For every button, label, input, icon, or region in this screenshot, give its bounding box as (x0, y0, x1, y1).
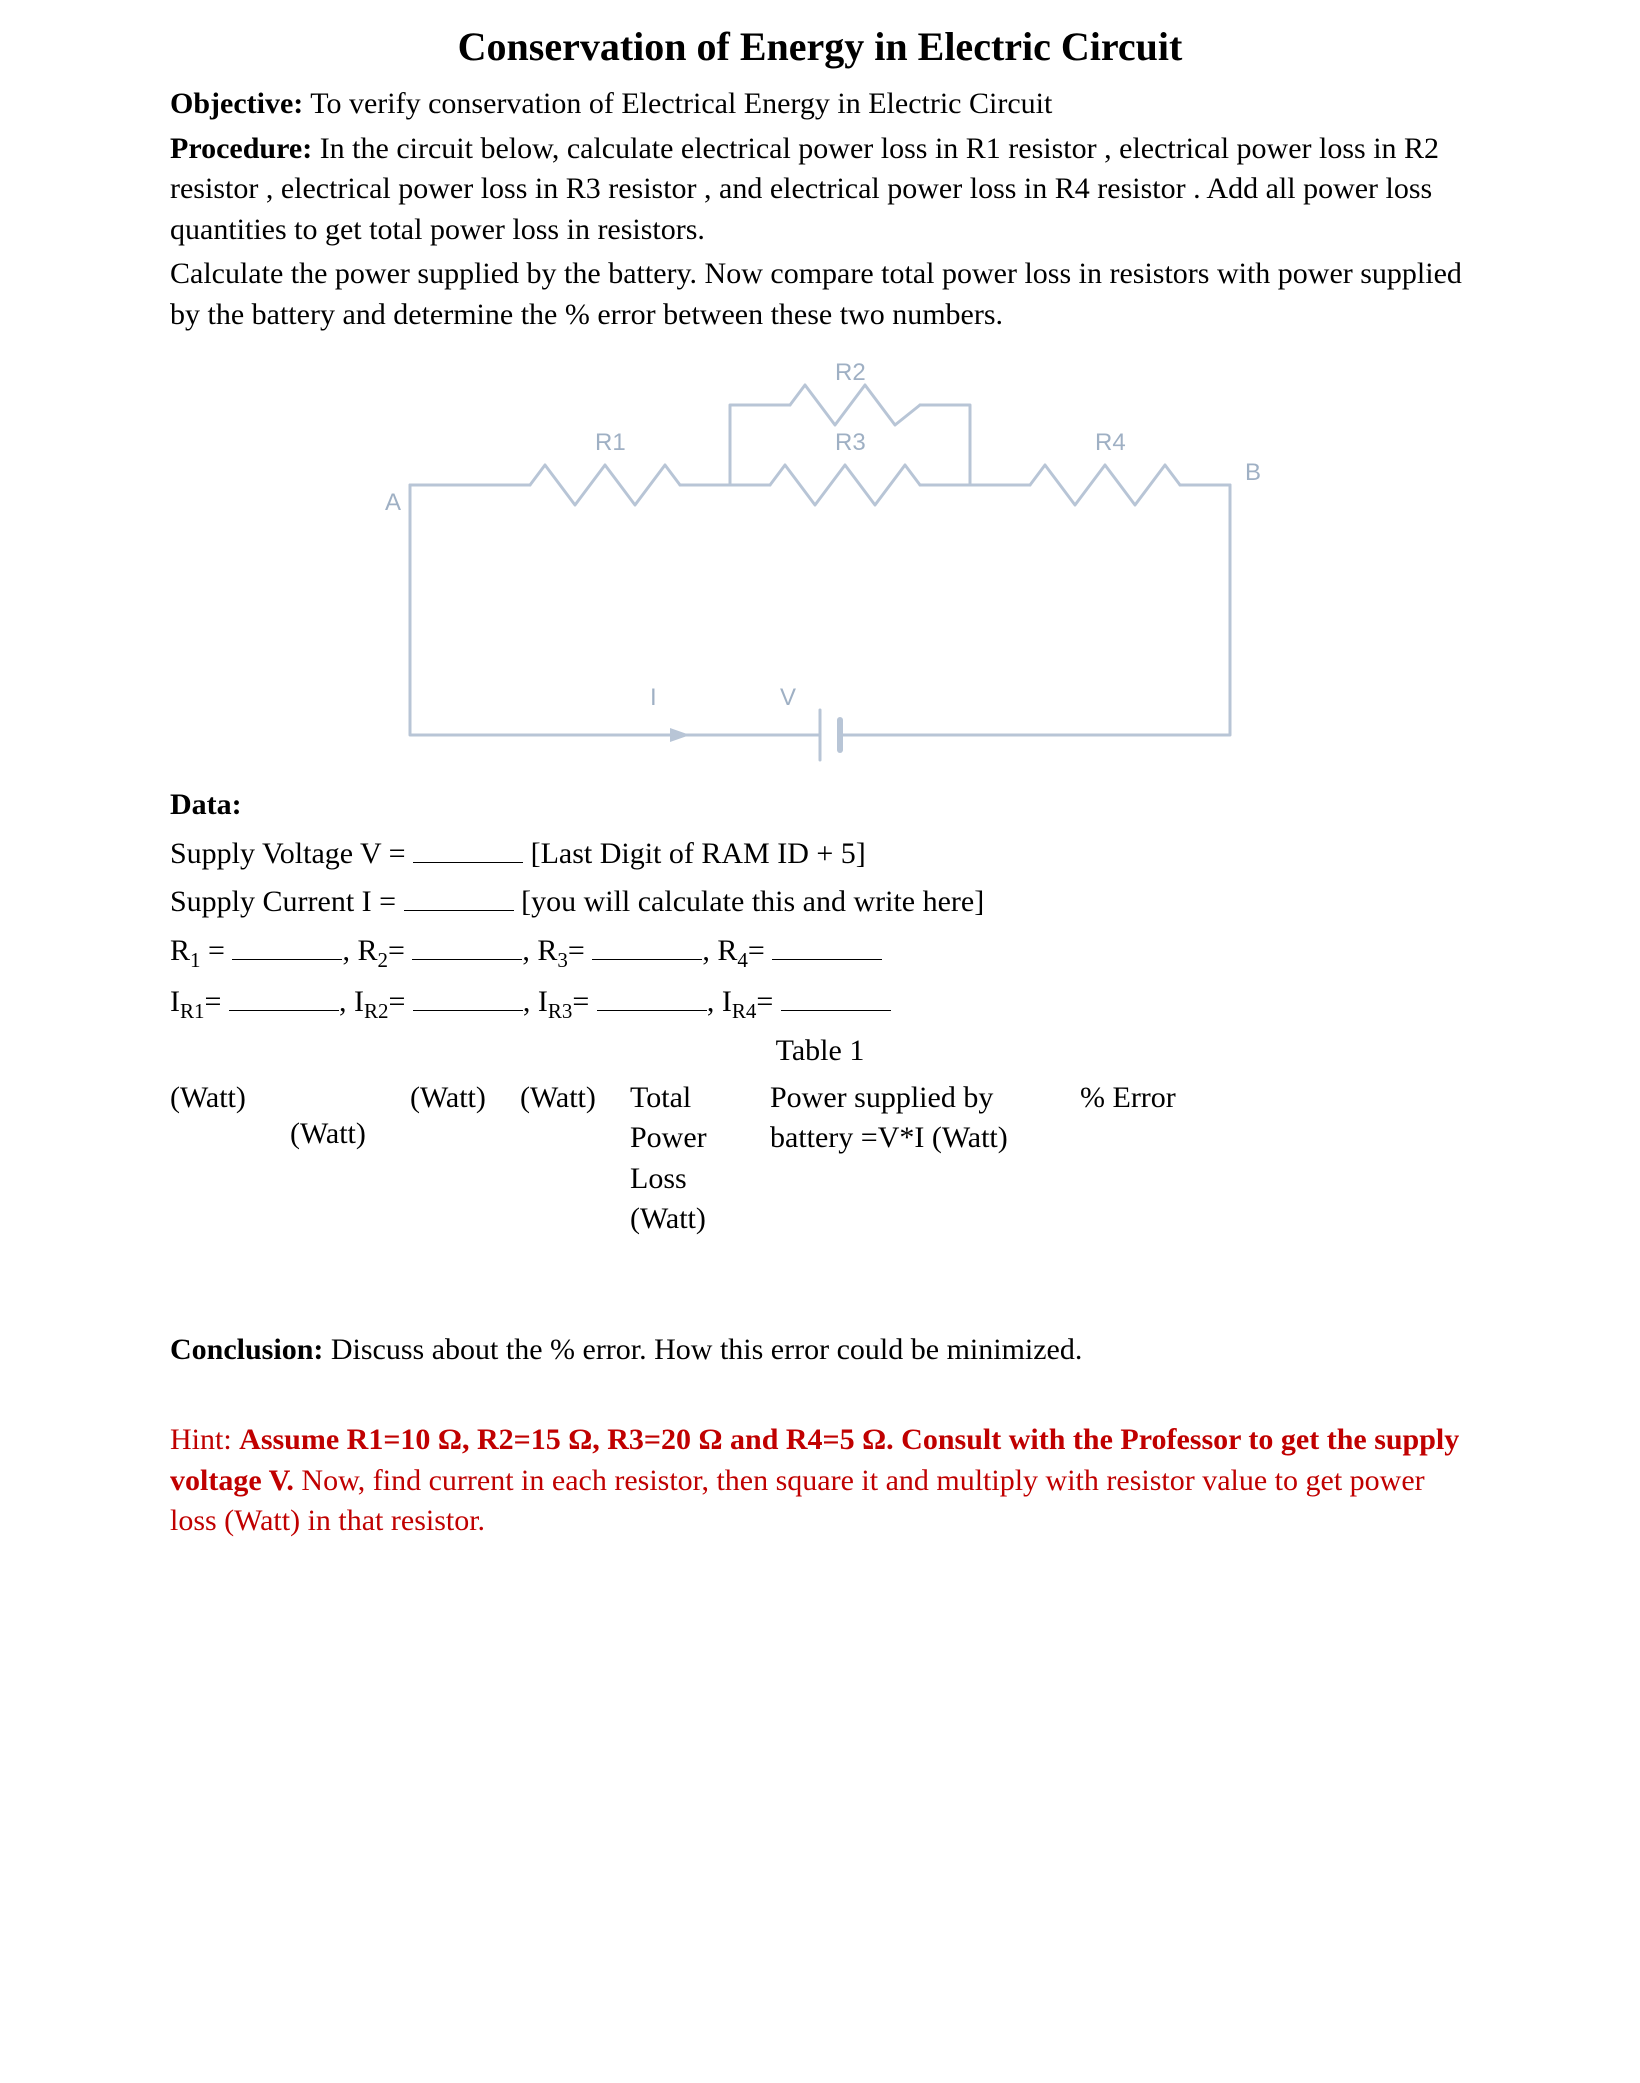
blank-i2 (413, 978, 523, 1011)
r2-sub: 2 (377, 948, 388, 972)
r4-sub: 4 (737, 948, 748, 972)
r4-label: R (717, 934, 737, 967)
blank-i4 (781, 978, 891, 1011)
data-heading: Data: (170, 785, 1470, 826)
r3-label: R (537, 934, 557, 967)
label-a: A (385, 489, 401, 516)
th-p3: (Watt) (410, 1078, 490, 1240)
i3-label: I (538, 985, 548, 1018)
conclusion-block: Conclusion: Discuss about the % error. H… (170, 1330, 1470, 1371)
blank-r2 (412, 927, 522, 960)
i4-sub: R4 (732, 999, 757, 1023)
supply-voltage-line: Supply Voltage V = [Last Digit of RAM ID… (170, 830, 1470, 875)
hint-rest: Now, find current in each resistor, then… (170, 1464, 1425, 1538)
data-section: Data: Supply Voltage V = [Last Digit of … (170, 785, 1470, 1025)
r2-label: R (357, 934, 377, 967)
circuit-diagram: R1 R2 R3 R4 A B I V (170, 355, 1470, 775)
label-r1: R1 (595, 429, 626, 456)
procedure-text-1: In the circuit below, calculate electric… (170, 132, 1439, 246)
page-title: Conservation of Energy in Electric Circu… (170, 20, 1470, 74)
circuit-svg: R1 R2 R3 R4 A B I V (330, 355, 1310, 775)
blank-r1 (232, 927, 342, 960)
blank-i (404, 878, 514, 911)
r1-label: R (170, 934, 190, 967)
label-r4: R4 (1095, 429, 1126, 456)
blank-r3 (592, 927, 702, 960)
procedure-label: Procedure: (170, 132, 312, 165)
objective-text: To verify conservation of Electrical Ene… (303, 87, 1052, 120)
label-v: V (780, 684, 796, 711)
supply-v-note: [Last Digit of RAM ID + 5] (523, 837, 866, 870)
conclusion-label: Conclusion: (170, 1333, 323, 1366)
table-header-row: (Watt) (Watt) (Watt) (Watt) Total Power … (170, 1078, 1470, 1240)
hint-prefix: Hint: (170, 1423, 239, 1456)
procedure-text-2: Calculate the power supplied by the batt… (170, 254, 1470, 335)
th-error: % Error (1080, 1078, 1200, 1240)
i2-sub: R2 (364, 999, 389, 1023)
th-p4: (Watt) (520, 1078, 600, 1240)
label-i: I (650, 684, 657, 711)
i2-label: I (354, 985, 364, 1018)
procedure-block: Procedure: In the circuit below, calcula… (170, 129, 1470, 251)
blank-i1 (229, 978, 339, 1011)
objective-label: Objective: (170, 87, 303, 120)
resistor-values-line: R1 = , R2= , R3= , R4= (170, 927, 1470, 974)
table-title: Table 1 (170, 1031, 1470, 1072)
r1-sub: 1 (190, 948, 201, 972)
r3-sub: 3 (557, 948, 568, 972)
blank-v (413, 830, 523, 863)
i3-sub: R3 (548, 999, 573, 1023)
supply-i-note: [you will calculate this and write here] (514, 885, 985, 918)
label-b: B (1245, 459, 1261, 486)
label-r3: R3 (835, 429, 866, 456)
objective-block: Objective: To verify conservation of Ele… (170, 84, 1470, 125)
th-total: Total Power Loss (Watt) (630, 1078, 740, 1240)
label-r2: R2 (835, 359, 866, 386)
supply-current-line: Supply Current I = [you will calculate t… (170, 878, 1470, 923)
th-supplied: Power supplied by battery =V*I (Watt) (770, 1078, 1050, 1240)
th-p1: (Watt) (170, 1078, 260, 1240)
conclusion-text: Discuss about the % error. How this erro… (323, 1333, 1082, 1366)
hint-block: Hint: Assume R1=10 Ω, R2=15 Ω, R3=20 Ω a… (170, 1420, 1470, 1542)
th-p2: (Watt) (290, 1114, 380, 1240)
supply-v-label: Supply Voltage V = (170, 837, 413, 870)
i4-label: I (722, 985, 732, 1018)
i1-label: I (170, 985, 180, 1018)
blank-r4 (772, 927, 882, 960)
blank-i3 (597, 978, 707, 1011)
current-values-line: IR1= , IR2= , IR3= , IR4= (170, 978, 1470, 1025)
i1-sub: R1 (180, 999, 205, 1023)
supply-i-label: Supply Current I = (170, 885, 404, 918)
